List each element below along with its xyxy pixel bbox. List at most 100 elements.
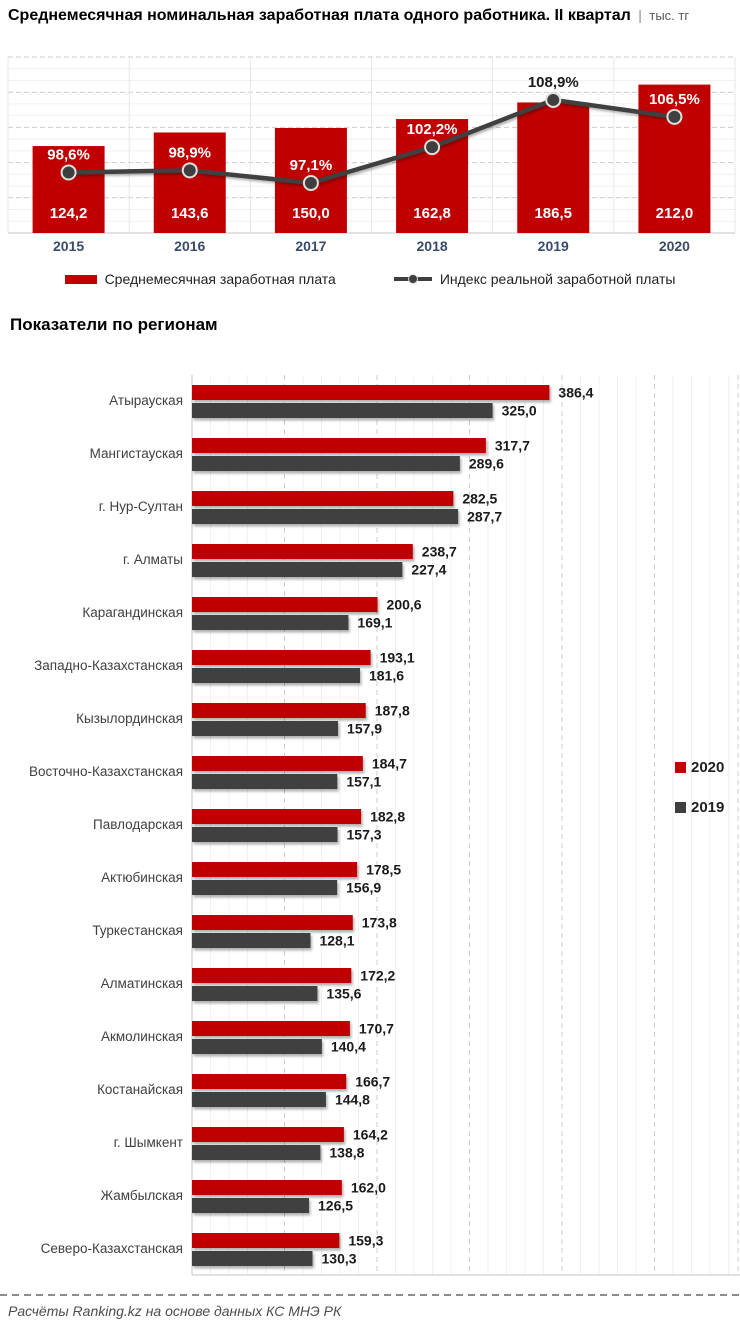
year-label: 2019 [538, 238, 569, 254]
bar-2020-value-label: 159,3 [348, 1233, 383, 1249]
line-marker [545, 91, 562, 108]
bar-2019-value-label: 157,9 [347, 721, 382, 737]
legend-label-wage: Среднемесячная заработная плата [104, 271, 336, 287]
bar-2019-Алматинская [192, 986, 318, 1001]
legend-label-index: Индекс реальной заработной платы [439, 271, 676, 287]
page-title: Среднемесячная номинальная заработная пл… [8, 7, 732, 25]
page-title-unit: тыс. тг [649, 8, 690, 23]
line-marker [181, 162, 198, 179]
bar-2020-Мангистауская [192, 438, 486, 453]
bar-2019-value-label: 135,6 [326, 986, 361, 1002]
bar-2020-value-label: 193,1 [380, 650, 415, 666]
bar-2019-г. Нур-Султан [192, 509, 459, 524]
bar-2020-Жамбылская [192, 1180, 342, 1195]
bar-value-label: 162,8 [413, 205, 451, 222]
regions-section-title: Показатели по регионам [10, 315, 218, 334]
bar-2019-Акмолинская [192, 1039, 322, 1054]
title-separator: | [638, 7, 642, 23]
line-marker [302, 175, 319, 192]
bar-2019-value-label: 138,8 [329, 1145, 364, 1161]
page-title-text: Среднемесячная номинальная заработная пл… [8, 7, 631, 24]
regions-chart-svg: Атырауская 386,4 325,0 Мангистауская 317,7 28… [29, 375, 740, 1276]
index-value-label: 98,9% [168, 144, 211, 161]
index-value-label: 97,1% [290, 157, 333, 174]
bar-2020-value-label: 166,7 [355, 1074, 390, 1090]
bar-2019-Мангистауская [192, 456, 460, 471]
bar-2019-Кызылординская [192, 721, 339, 736]
bar-value-label: 150,0 [292, 205, 330, 222]
bar-2019-Жамбылская [192, 1198, 310, 1213]
bar-2020-value-label: 173,8 [362, 915, 397, 931]
region-label: Атырауская [109, 393, 183, 408]
bar-2020-value-label: 178,5 [366, 862, 401, 878]
bar-2020-Карагандинская [192, 597, 378, 612]
bar-2020-value-label: 164,2 [353, 1127, 388, 1143]
region-label: Туркестанская [92, 923, 183, 938]
source-note: Расчёты Ranking.kz на основе данных КС М… [8, 1303, 342, 1319]
legend-item-wage: Среднемесячная заработная плата [64, 271, 336, 287]
bar-2019-value-label: 157,1 [346, 774, 381, 790]
bar-2019-value-label: 156,9 [346, 880, 381, 896]
region-label: г. Алматы [123, 552, 183, 567]
regions-bar-chart: Атырауская 386,4 325,0 Мангистауская 317,7 28… [0, 370, 740, 1285]
bar-2019-Карагандинская [192, 615, 349, 630]
bar-2019-value-label: 227,4 [411, 562, 446, 578]
bar-2020-Костанайская [192, 1074, 347, 1089]
region-label: Северо-Казахстанская [41, 1241, 183, 1256]
bar-2020-value-label: 317,7 [495, 438, 530, 454]
year-label: 2017 [295, 238, 326, 254]
trend-chart-svg: 124,2 143,6 150,0 162,8 186,5 212,0 98,6% 2015 9… [7, 56, 736, 254]
region-label: Актюбинская [101, 870, 183, 885]
bar-2019-Павлодарская [192, 827, 338, 842]
bar-2019-value-label: 128,1 [319, 933, 354, 949]
region-label: Восточно-Казахстанская [29, 764, 183, 779]
bar-2020-value-label: 187,8 [375, 703, 410, 719]
year-label: 2018 [417, 238, 448, 254]
bar-2019-value-label: 289,6 [469, 456, 504, 472]
bar-value-label: 186,5 [534, 205, 572, 222]
index-line-swatch-icon [393, 274, 432, 284]
bar-2019-Восточно-Казахстанская [192, 774, 338, 789]
year-label: 2016 [174, 238, 205, 254]
bar-2019-Западно-Казахстанская [192, 668, 360, 683]
bar-2016 [153, 132, 226, 233]
region-label: Кызылординская [76, 711, 183, 726]
bar-2020-Акмолинская [192, 1021, 350, 1036]
bar-2020-value-label: 200,6 [387, 597, 422, 613]
index-line [68, 97, 675, 186]
bar-2019-value-label: 144,8 [335, 1092, 370, 1108]
line-marker [666, 108, 683, 125]
legend-swatch-2019 [675, 802, 686, 813]
region-label: Костанайская [97, 1082, 183, 1097]
region-label: Акмолинская [101, 1029, 183, 1044]
bar-2019-г. Шымкент [192, 1145, 321, 1160]
bar-2020-value-label: 282,5 [462, 491, 497, 507]
legend-label-2019: 2019 [691, 799, 724, 816]
bar-2015 [32, 146, 105, 233]
bar-value-label: 143,6 [171, 205, 209, 222]
bar-2019-г. Алматы [192, 562, 403, 577]
bar-2019-value-label: 169,1 [357, 615, 392, 631]
bar-2020-Атырауская [192, 385, 550, 400]
index-value-label: 108,9% [528, 74, 579, 91]
footer-divider [0, 1294, 740, 1296]
bar-2020-value-label: 172,2 [360, 968, 395, 984]
bar-2019-Атырауская [192, 403, 493, 418]
region-label: Алматинская [101, 976, 183, 991]
bar-2019-Туркестанская [192, 933, 311, 948]
index-value-label: 98,6% [47, 146, 90, 163]
bar-value-label: 212,0 [656, 205, 694, 222]
line-marker [424, 139, 441, 156]
bar-2020-value-label: 184,7 [372, 756, 407, 772]
bar-2019-value-label: 130,3 [322, 1251, 357, 1267]
bar-2019-value-label: 157,3 [347, 827, 382, 843]
region-label: Мангистауская [90, 446, 183, 461]
line-marker [60, 164, 77, 181]
year-label: 2020 [659, 238, 690, 254]
bar-2020-г. Алматы [192, 544, 413, 559]
bar-2020-Туркестанская [192, 915, 353, 930]
bar-2020-value-label: 182,8 [370, 809, 405, 825]
bar-2020-Павлодарская [192, 809, 362, 824]
bar-2019-value-label: 287,7 [467, 509, 502, 525]
